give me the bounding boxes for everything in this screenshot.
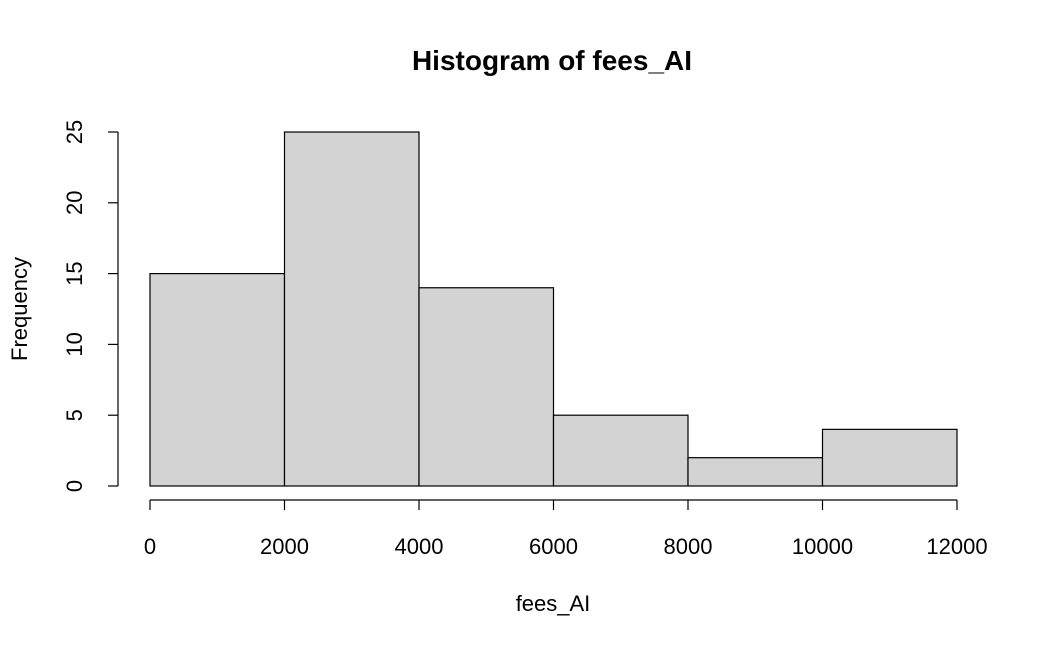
histogram-bar-2 bbox=[418, 287, 555, 487]
y-tick-label: 10 bbox=[62, 332, 87, 356]
histogram-bar-5 bbox=[821, 428, 958, 487]
x-tick-label: 4000 bbox=[395, 534, 444, 559]
x-axis-label: fees_AI bbox=[516, 591, 591, 616]
y-tick-label: 0 bbox=[62, 480, 87, 492]
x-tick-label: 8000 bbox=[664, 534, 713, 559]
x-axis: 0 2000 4000 6000 8000 10000 12000 bbox=[144, 499, 988, 559]
histogram-bar-0 bbox=[149, 273, 286, 487]
x-tick-label: 10000 bbox=[792, 534, 853, 559]
x-tick-label: 6000 bbox=[529, 534, 578, 559]
x-tick-label: 0 bbox=[144, 534, 156, 559]
y-axis-label: Frequency bbox=[7, 257, 32, 361]
y-axis: 0 5 10 15 20 25 bbox=[62, 120, 119, 492]
histogram-bar-4 bbox=[687, 457, 824, 487]
y-tick-label: 20 bbox=[62, 191, 87, 215]
histogram-bar-3 bbox=[552, 414, 689, 487]
y-tick-label: 15 bbox=[62, 261, 87, 285]
chart-title: Histogram of fees_AI bbox=[412, 45, 692, 76]
x-tick-label: 12000 bbox=[926, 534, 987, 559]
bars-group bbox=[149, 131, 958, 487]
y-tick-label: 25 bbox=[62, 120, 87, 144]
y-tick-label: 5 bbox=[62, 409, 87, 421]
histogram-bar-1 bbox=[283, 131, 420, 487]
x-tick-label: 2000 bbox=[260, 534, 309, 559]
